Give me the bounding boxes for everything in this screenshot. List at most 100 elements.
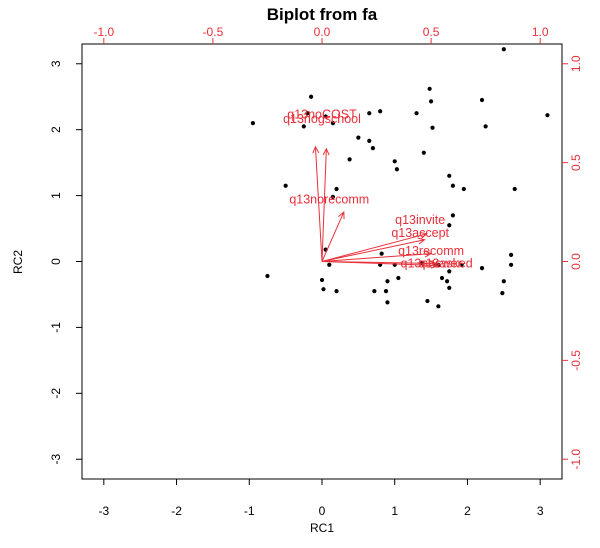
loading-label-3: q13invite — [395, 213, 445, 227]
score-point-3 — [308, 94, 314, 99]
score-point-56 — [372, 289, 377, 294]
loading-arrowhead-3 — [419, 231, 428, 239]
score-point-27 — [430, 125, 435, 130]
loading-arrow-0 — [314, 146, 323, 262]
y-axis-label: RC2 — [11, 250, 25, 274]
score-point-32 — [447, 223, 452, 228]
loading-arrow-1 — [321, 148, 327, 262]
score-point-17 — [319, 277, 325, 283]
x-tick-label-1: -2 — [171, 504, 182, 518]
x-axis-label: RC1 — [310, 521, 334, 535]
loading-axis-right: -1.0 -0.5 0.0 0.5 1.0 — [562, 55, 583, 470]
score-point-19 — [367, 111, 372, 116]
score-point-35 — [501, 47, 506, 52]
score-point-33 — [479, 97, 485, 103]
score-point-18 — [321, 287, 326, 292]
score-point-23 — [414, 111, 419, 116]
score-point-59 — [459, 262, 464, 267]
score-point-10 — [370, 146, 376, 151]
x-axis-bottom: -3 -2 -1 0 1 2 3 — [98, 479, 544, 518]
loading-label-1: q13nogschool — [283, 112, 361, 126]
top-tick-label-0: -1.0 — [93, 25, 114, 39]
loading-label-5: q13recomm — [398, 244, 464, 258]
x-tick-label-4: 1 — [391, 504, 398, 518]
score-point-9 — [367, 138, 372, 143]
score-point-12 — [334, 186, 339, 192]
score-point-31 — [450, 213, 456, 218]
score-point-20 — [378, 109, 383, 114]
score-point-0 — [250, 120, 256, 126]
right-tick-label-4: 1.0 — [569, 55, 583, 72]
x-tick-label-0: -3 — [98, 504, 109, 518]
score-point-11 — [347, 157, 352, 162]
loading-label-7: q13asked — [419, 256, 473, 270]
score-point-15 — [327, 262, 332, 267]
score-point-1 — [283, 183, 288, 188]
loading-arrowhead-4 — [417, 237, 426, 245]
score-point-22 — [394, 167, 400, 172]
top-tick-label-2: 0.0 — [314, 25, 331, 39]
score-point-21 — [392, 159, 397, 164]
right-tick-label-1: -0.5 — [569, 350, 583, 371]
y-axis-left: -3 -2 -1 0 1 2 3 — [49, 60, 82, 465]
score-point-30 — [461, 186, 466, 192]
score-point-57 — [385, 279, 390, 284]
score-point-4 — [305, 111, 310, 116]
score-point-8 — [356, 135, 361, 140]
score-point-36 — [512, 186, 517, 192]
score-point-29 — [450, 183, 456, 188]
right-tick-label-2: 0.0 — [569, 253, 583, 270]
loading-arrowhead-5 — [424, 250, 433, 258]
score-point-2 — [265, 273, 270, 279]
loading-arrow-3 — [321, 233, 427, 262]
top-tick-label-1: -0.5 — [203, 25, 224, 39]
y-tick-label-2: -1 — [49, 322, 63, 333]
score-point-53 — [383, 289, 389, 294]
score-point-45 — [439, 275, 445, 281]
score-point-14 — [330, 194, 336, 200]
loading-label-4: q13accept — [391, 226, 449, 240]
score-point-28 — [447, 173, 452, 178]
y-tick-label-6: 3 — [49, 60, 63, 67]
score-point-34 — [483, 124, 488, 129]
score-point-25 — [427, 86, 432, 91]
loading-arrowhead-2 — [338, 211, 345, 220]
score-point-42 — [447, 269, 452, 274]
top-tick-label-3: 0.5 — [423, 25, 440, 39]
score-point-43 — [444, 279, 450, 284]
score-point-51 — [396, 275, 401, 281]
loading-arrows — [312, 145, 439, 269]
score-point-50 — [392, 262, 397, 267]
y-tick-label-3: 0 — [49, 258, 63, 265]
score-point-40 — [501, 279, 506, 284]
score-point-24 — [421, 150, 426, 155]
score-point-7 — [330, 120, 336, 126]
score-point-55 — [379, 251, 384, 256]
loading-axis-top: -1.0 -0.5 0.0 0.5 1.0 — [93, 25, 549, 44]
loading-label-0: q13noCOST — [287, 108, 357, 122]
score-point-37 — [545, 113, 550, 118]
score-point-38 — [508, 252, 514, 258]
score-point-41 — [500, 291, 505, 296]
chart-title: Biplot from fa — [267, 5, 378, 24]
score-point-48 — [436, 304, 441, 309]
x-tick-label-2: -1 — [244, 504, 255, 518]
score-point-26 — [428, 99, 434, 104]
loading-label-6: q13answer — [401, 256, 462, 270]
right-tick-label-0: -1.0 — [569, 449, 583, 470]
loading-label-2: q13norecomm — [289, 193, 369, 207]
loading-arrow-4 — [321, 239, 425, 262]
score-point-44 — [447, 285, 452, 290]
y-tick-label-4: 1 — [49, 192, 63, 199]
loading-arrowhead-0 — [312, 145, 320, 154]
score-point-39 — [508, 262, 514, 267]
y-tick-label-0: -3 — [49, 454, 63, 465]
y-tick-label-1: -2 — [49, 388, 63, 399]
top-tick-label-4: 1.0 — [532, 25, 549, 39]
x-tick-label-6: 3 — [537, 504, 544, 518]
score-point-16 — [334, 289, 339, 294]
right-tick-label-3: 0.5 — [569, 154, 583, 171]
loading-arrowhead-7 — [431, 261, 439, 269]
